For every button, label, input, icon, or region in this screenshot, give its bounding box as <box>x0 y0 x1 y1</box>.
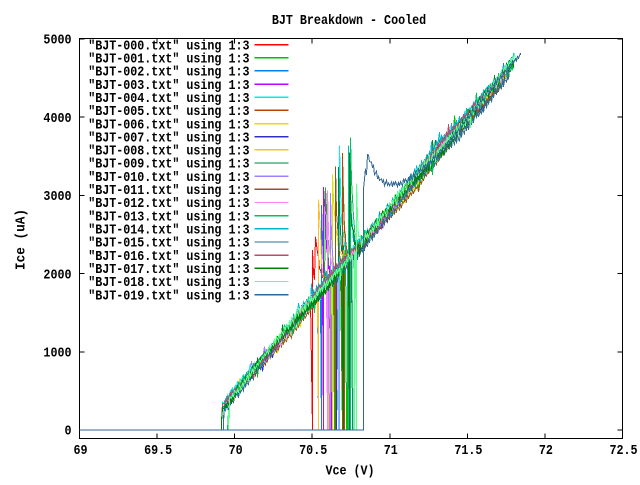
svg-text:"BJT-019.txt" using 1:3: "BJT-019.txt" using 1:3 <box>88 287 250 303</box>
svg-text:72: 72 <box>539 442 553 458</box>
svg-text:"BJT-004.txt" using 1:3: "BJT-004.txt" using 1:3 <box>88 90 250 106</box>
svg-text:"BJT-012.txt" using 1:3: "BJT-012.txt" using 1:3 <box>88 195 250 211</box>
svg-text:"BJT-006.txt" using 1:3: "BJT-006.txt" using 1:3 <box>88 116 250 132</box>
svg-text:"BJT-005.txt" using 1:3: "BJT-005.txt" using 1:3 <box>88 103 250 119</box>
svg-text:"BJT-000.txt" using 1:3: "BJT-000.txt" using 1:3 <box>88 37 250 53</box>
svg-text:70.5: 70.5 <box>299 442 327 458</box>
svg-text:"BJT-001.txt" using 1:3: "BJT-001.txt" using 1:3 <box>88 51 250 67</box>
svg-text:4000: 4000 <box>43 110 71 126</box>
svg-text:"BJT-010.txt" using 1:3: "BJT-010.txt" using 1:3 <box>88 169 250 185</box>
svg-text:"BJT-013.txt" using 1:3: "BJT-013.txt" using 1:3 <box>88 209 250 225</box>
svg-text:3000: 3000 <box>43 188 71 204</box>
svg-text:69.5: 69.5 <box>144 442 172 458</box>
svg-text:"BJT-016.txt" using 1:3: "BJT-016.txt" using 1:3 <box>88 248 250 264</box>
svg-text:Vce (V): Vce (V) <box>325 463 374 479</box>
svg-text:"BJT-011.txt" using 1:3: "BJT-011.txt" using 1:3 <box>88 182 250 198</box>
svg-text:71: 71 <box>384 442 398 458</box>
svg-text:2000: 2000 <box>43 266 71 282</box>
svg-text:"BJT-003.txt" using 1:3: "BJT-003.txt" using 1:3 <box>88 77 250 93</box>
svg-text:"BJT-007.txt" using 1:3: "BJT-007.txt" using 1:3 <box>88 130 250 146</box>
svg-text:"BJT-018.txt" using 1:3: "BJT-018.txt" using 1:3 <box>88 274 250 290</box>
svg-text:"BJT-014.txt" using 1:3: "BJT-014.txt" using 1:3 <box>88 222 250 238</box>
svg-text:0: 0 <box>64 423 71 439</box>
svg-text:BJT Breakdown - Cooled: BJT Breakdown - Cooled <box>272 12 426 28</box>
svg-text:"BJT-017.txt" using 1:3: "BJT-017.txt" using 1:3 <box>88 261 250 277</box>
svg-text:5000: 5000 <box>43 32 71 48</box>
svg-text:69: 69 <box>73 442 87 458</box>
svg-text:72.5: 72.5 <box>609 442 637 458</box>
svg-text:1000: 1000 <box>43 345 71 361</box>
svg-text:71.5: 71.5 <box>454 442 482 458</box>
svg-text:"BJT-015.txt" using 1:3: "BJT-015.txt" using 1:3 <box>88 235 250 251</box>
svg-text:"BJT-002.txt" using 1:3: "BJT-002.txt" using 1:3 <box>88 64 250 80</box>
svg-text:"BJT-008.txt" using 1:3: "BJT-008.txt" using 1:3 <box>88 143 250 159</box>
svg-text:70: 70 <box>229 442 243 458</box>
svg-text:Ice (uA): Ice (uA) <box>13 209 29 270</box>
svg-text:"BJT-009.txt" using 1:3: "BJT-009.txt" using 1:3 <box>88 156 250 172</box>
